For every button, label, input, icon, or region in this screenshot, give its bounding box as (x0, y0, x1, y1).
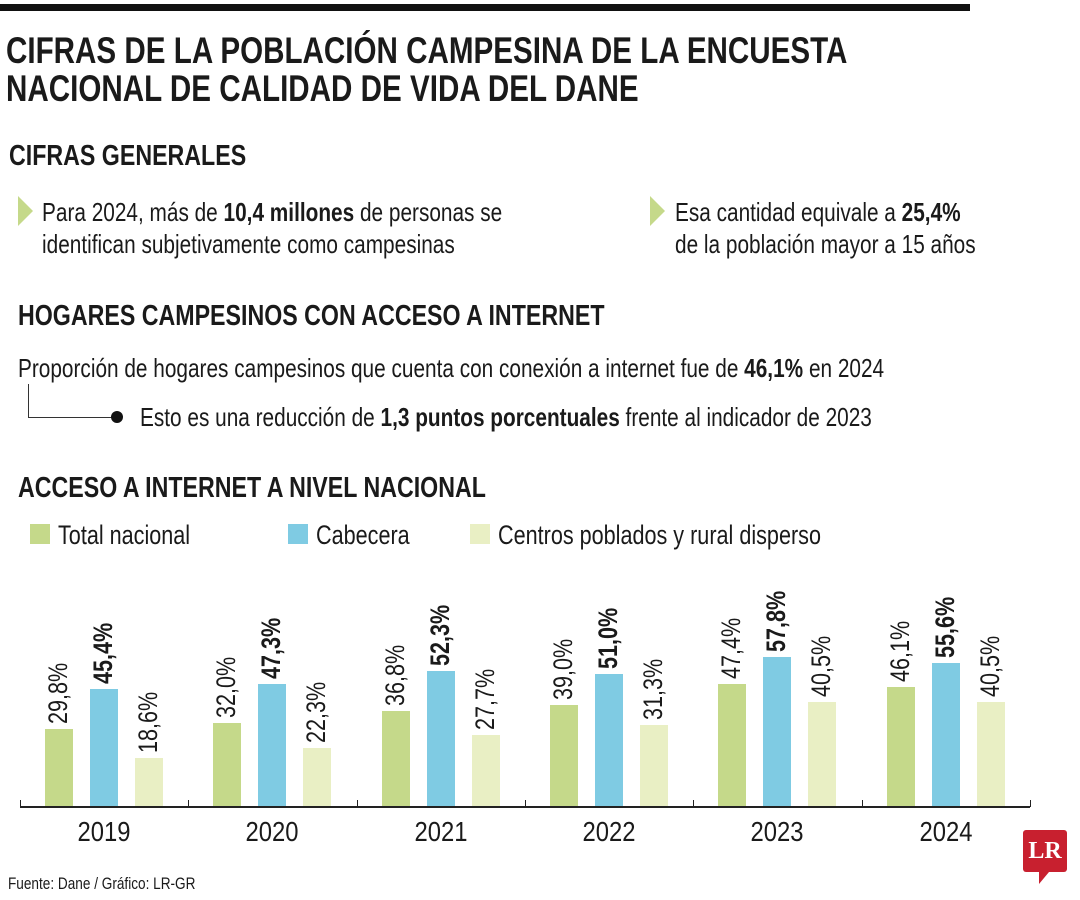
x-tick-label: 2020 (245, 816, 299, 847)
internet-hogares-line-2: Esto es una reducción de 1,3 puntos porc… (140, 401, 872, 433)
data-label: 45,4% (88, 622, 118, 684)
x-tick-label: 2021 (414, 816, 468, 847)
data-label: 27,7% (469, 668, 500, 730)
legend-swatch-cabecera (288, 524, 308, 544)
axis-tick (1029, 800, 1031, 807)
title-line-2: NACIONAL DE CALIDAD DE VIDA DEL DANE (6, 68, 639, 109)
x-axis (20, 806, 1030, 808)
connector-line (28, 417, 113, 418)
bar-2020-0 (213, 723, 242, 806)
bar-2020-2 (303, 748, 332, 806)
bar-2023-2 (808, 701, 837, 806)
bar-2022-2 (639, 725, 668, 806)
triangle-bullet-icon (650, 196, 665, 226)
chart-title: ACCESO A INTERNET A NIVEL NACIONAL (18, 472, 486, 504)
axis-tick (693, 800, 695, 807)
bullet-dot-icon (111, 411, 123, 423)
bar-2022-1 (594, 674, 623, 806)
bar-2023-0 (718, 683, 747, 806)
highlight: 25,4% (901, 197, 961, 227)
triangle-bullet-icon (18, 196, 33, 226)
data-label: 52,3% (424, 604, 455, 667)
text: en 2024 (803, 353, 885, 383)
text: Esa cantidad equivale a (675, 197, 902, 227)
highlight: 1,3 puntos porcentuales (380, 402, 620, 432)
x-tick-label: 2019 (77, 816, 131, 847)
highlight: 10,4 millones (223, 197, 355, 227)
axis-tick (356, 800, 358, 807)
bar-2024-2 (976, 701, 1005, 806)
legend-label-rural: Centros poblados y rural disperso (498, 520, 821, 550)
internet-hogares-heading: HOGARES CAMPESINOS CON ACCESO A INTERNET (18, 300, 605, 332)
legend-swatch-rural (470, 524, 490, 544)
x-tick-label: 2023 (750, 816, 804, 847)
data-label: 51,0% (592, 608, 623, 670)
legend-swatch-total (30, 524, 50, 544)
general-fact-2: Esa cantidad equivale a 25,4% de la pobl… (675, 196, 976, 260)
internet-hogares-line-1: Proporción de hogares campesinos que cue… (18, 352, 884, 384)
bar-chart: 29,8% 45,4% 18,6% 2019 32,0% 47,3% 22,3% 2020 36… (0, 560, 1080, 860)
data-label: 39,0% (547, 639, 578, 701)
data-label: 57,8% (761, 590, 792, 652)
data-label: 55,6% (929, 596, 960, 658)
data-label: 40,5% (974, 635, 1005, 697)
lr-logo: LR (1023, 830, 1067, 884)
legend-label-total: Total nacional (58, 520, 191, 550)
bar-2021-0 (381, 711, 410, 806)
connector-line (28, 384, 29, 418)
axis-tick (20, 800, 21, 807)
page-title: CIFRAS DE LA POBLACIÓN CAMPESINA DE LA E… (6, 32, 847, 108)
text: Esto es una reducción de (140, 402, 381, 432)
title-line-1: CIFRAS DE LA POBLACIÓN CAMPESINA DE LA E… (6, 30, 848, 71)
axis-tick (861, 800, 863, 807)
bar-2023-1 (763, 656, 792, 806)
bar-2024-1 (931, 662, 960, 806)
data-label: 32,0% (211, 657, 242, 719)
top-rule (0, 4, 970, 11)
axis-tick (188, 800, 190, 807)
x-tick-label: 2024 (919, 816, 972, 847)
bar-2024-0 (886, 687, 915, 806)
data-label: 47,3% (256, 617, 287, 679)
bar-2019-2 (135, 758, 163, 806)
data-label: 31,3% (637, 658, 668, 721)
x-tick-label: 2022 (582, 816, 636, 847)
text: Para 2024, más de (42, 197, 224, 227)
data-label: 36,8% (379, 644, 410, 707)
legend-label-cabecera: Cabecera (316, 520, 410, 550)
data-label: 29,8% (43, 662, 73, 725)
text: de la población mayor a 15 años (675, 229, 976, 259)
data-label: 22,3% (301, 682, 332, 744)
data-label: 47,4% (716, 617, 747, 679)
general-heading: CIFRAS GENERALES (9, 140, 247, 172)
bar-2020-1 (258, 683, 287, 806)
bar-2019-1 (90, 688, 118, 806)
data-label: 18,6% (133, 691, 163, 753)
data-label: 46,1% (884, 620, 915, 683)
axis-tick (524, 800, 526, 807)
data-label: 40,5% (806, 635, 837, 697)
bar-2021-2 (471, 734, 500, 806)
text: Proporción de hogares campesinos que cue… (18, 353, 745, 383)
bar-2021-1 (426, 671, 455, 806)
text: de personas se (354, 197, 503, 227)
text: identifican subjetivamente como campesin… (42, 229, 455, 259)
highlight: 46,1% (744, 353, 804, 383)
text: frente al indicador de 2023 (619, 402, 872, 432)
bar-2022-0 (549, 705, 578, 806)
source-note: Fuente: Dane / Gráfico: LR-GR (8, 874, 196, 893)
general-fact-1: Para 2024, más de 10,4 millones de perso… (42, 196, 502, 260)
bar-2019-0 (45, 729, 73, 806)
